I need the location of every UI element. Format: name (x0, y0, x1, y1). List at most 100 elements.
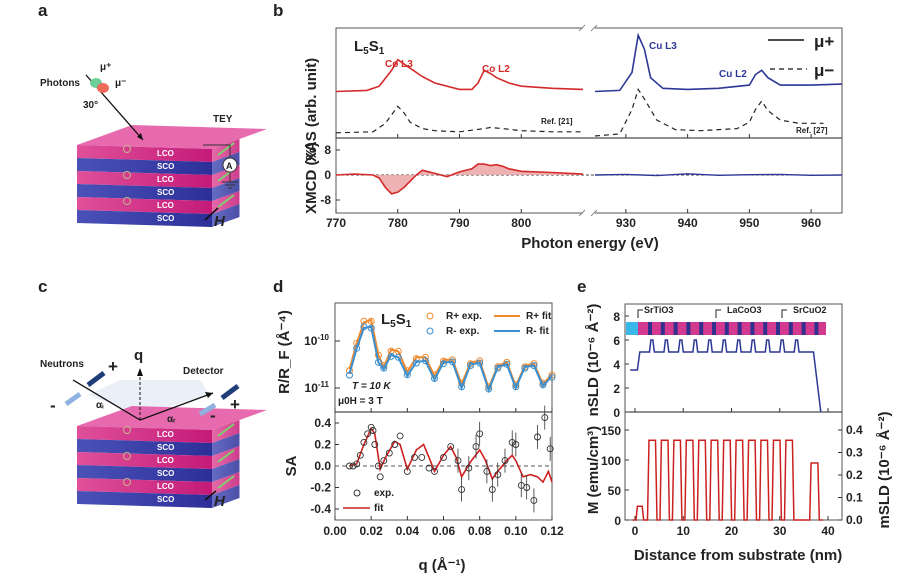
y-tick-label: 10-10 (304, 333, 329, 348)
b-xlabel: Photon energy (eV) (521, 235, 659, 252)
srcuo2-pointer-icon (781, 309, 787, 318)
d-xlabel: q (Å⁻¹) (418, 557, 465, 574)
legend-fit: fit (374, 503, 384, 514)
legend-rminus-exp: R- exp. (446, 326, 480, 337)
xmcd-schematic: LCO SCO LCO SCO LCO SCO Photons μ⁺ μ⁻ 30° TEY… (40, 62, 267, 230)
legend-rplus-exp-marker (426, 312, 434, 320)
rminus-fit-line (348, 325, 553, 394)
panel-letter-e: e (577, 277, 586, 296)
axes-frame-right (595, 27, 843, 214)
legend-mu-plus: μ+ (814, 32, 834, 51)
sa-exp-point (476, 430, 484, 438)
layer-label: LCO (157, 175, 174, 184)
sa-exp-point (360, 438, 368, 446)
sa-exp-point (483, 467, 491, 475)
e-xlabel: Distance from substrate (nm) (634, 547, 842, 564)
sa-exp-point (440, 453, 447, 461)
xas-series-3 (594, 88, 824, 137)
sa-exp-point (349, 462, 357, 470)
mu-plus-label: μ⁺ (100, 62, 111, 73)
nsld-ylabel: nSLD (10⁻⁶ Å⁻²) (585, 304, 602, 417)
angle-label: 30° (83, 100, 98, 111)
d-sample-label: L5S1 (381, 311, 412, 330)
field-arrow-icon (204, 207, 219, 221)
msld-ylabel: mSLD (10⁻⁶ Å⁻²) (876, 412, 893, 529)
srcuo2-stripe (750, 322, 755, 335)
sa-exp-point (447, 443, 455, 451)
rplus-exp-point (548, 371, 556, 379)
ref-21-label: Ref. [21] (541, 117, 573, 126)
neutrons-label: Neutrons (40, 359, 84, 370)
minus-label-right: - (210, 406, 216, 425)
rminus-exp-point (431, 375, 438, 382)
xas-ylabel: XAS (arb. unit) (303, 58, 320, 162)
layer-label: SCO (157, 443, 174, 452)
x-tick-label: 790 (449, 216, 469, 230)
sa-exp-point (403, 467, 411, 475)
plus-label-right: + (230, 395, 240, 414)
x-tick-label: 30 (773, 524, 787, 538)
xas-series-0 (335, 58, 584, 93)
rminus-exp-point (449, 358, 456, 366)
layer-label: SCO (157, 162, 174, 171)
xmcd-co-area (336, 164, 583, 194)
sa-exp-point (458, 486, 466, 494)
layer-front-lco (77, 452, 212, 469)
sa-y-tick-label: 0.4 (314, 416, 331, 430)
sa-exp-point (541, 414, 549, 422)
m-ylabel: M (emu/cm³) (585, 426, 602, 514)
x-tick-label: 40 (821, 524, 835, 538)
rminus-exp-point (458, 383, 466, 391)
rrf-ylabel: R/R_F (Å⁻⁴) (276, 310, 293, 394)
srcuo2-stripe (763, 322, 768, 335)
moment-arrow-icon (217, 194, 235, 208)
panel-letter-a: a (38, 1, 48, 20)
q-label: q (134, 347, 143, 364)
sa-exp-point (546, 445, 554, 453)
layer-side (212, 433, 240, 456)
rminus-exp-point (360, 323, 368, 331)
srcuo2-label: SrCuO2 (793, 305, 827, 315)
nsld-y-tick-label: 6 (613, 334, 620, 348)
srcuo2-stripe (724, 322, 729, 335)
x-tick-label: 0.04 (396, 524, 420, 538)
msld-y-tick-label: 0.4 (846, 423, 863, 437)
rminus-exp-point (394, 353, 402, 361)
panel-letter-c: c (38, 277, 47, 296)
rminus-exp-point (548, 373, 556, 381)
layer-front-sco (77, 465, 212, 482)
x-tick-label: 20 (725, 524, 739, 538)
xmcd-cu-line (594, 173, 843, 177)
sa-exp-point (523, 484, 531, 491)
temperature-label: T = 10 K (352, 381, 391, 392)
sa-y-tick-label: 0.0 (314, 459, 331, 473)
magnetization-profile-line (632, 439, 824, 521)
tey-label: TEY (213, 114, 233, 125)
srcuo2-stripe (737, 322, 742, 335)
rminus-exp-point (485, 385, 493, 393)
layer-front-lco (77, 197, 212, 214)
x-tick-label: 10 (677, 524, 691, 538)
x-tick-label: 940 (678, 216, 698, 230)
detector-label: Detector (183, 366, 224, 377)
stack-top-face (77, 125, 267, 149)
layer-front-sco (77, 158, 212, 175)
rminus-exp-point (403, 371, 411, 379)
legend-rplus-fit: R+ fit (526, 311, 552, 322)
srcuo2-stripe (648, 322, 652, 335)
into-page-icon (123, 426, 131, 434)
incident-neutron-beam (72, 379, 141, 421)
rminus-exp-point (412, 359, 420, 367)
sa-exp-point (534, 433, 541, 441)
legend-exp: exp. (374, 488, 394, 499)
x-tick-label: 0 (632, 524, 639, 538)
lacoo3-label: LaCoO3 (727, 305, 762, 315)
rminus-exp-point (539, 381, 547, 389)
rminus-exp-point (512, 383, 520, 391)
srtio3-substrate-block (626, 322, 638, 335)
panel-letter-b: b (273, 1, 283, 20)
stack-top-face (77, 406, 267, 430)
nsld-y-tick-label: 4 (613, 358, 620, 372)
sld-chart: 0 2 4 6 8 0 50 100 150 0.0 0.1 0.2 0.3 0.4 0 10 20 30 40 (601, 303, 863, 538)
